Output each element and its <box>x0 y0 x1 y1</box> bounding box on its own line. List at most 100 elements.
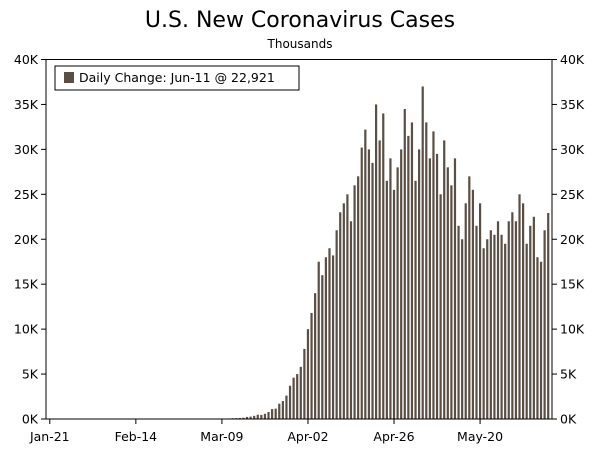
chart-subtitle: Thousands <box>267 37 333 51</box>
y-tick-label: 10K <box>560 322 585 337</box>
bar <box>314 293 317 419</box>
bar <box>296 374 299 419</box>
bar <box>360 147 363 419</box>
bar <box>245 416 249 419</box>
bar <box>443 140 446 419</box>
bar <box>288 385 292 419</box>
bar <box>263 413 267 419</box>
bar <box>396 167 399 419</box>
bar <box>410 122 414 419</box>
bar <box>382 113 385 420</box>
bar <box>500 234 503 419</box>
bar <box>256 414 259 419</box>
bar <box>547 213 550 419</box>
left-y-axis: 0K 5K 10K 15K 20K 25K 30K 35K 40K <box>14 52 46 427</box>
bar <box>407 135 410 419</box>
bar <box>522 203 525 419</box>
bar <box>367 149 371 420</box>
bar <box>249 416 252 419</box>
bar <box>489 230 492 419</box>
bar <box>371 162 374 420</box>
y-tick-label: 35K <box>560 97 585 112</box>
y-tick-label: 30K <box>14 142 39 157</box>
bar <box>378 140 381 419</box>
bar <box>525 243 528 419</box>
bar <box>464 203 467 419</box>
bar <box>478 203 482 419</box>
legend-swatch <box>64 72 74 83</box>
y-tick-label: 5K <box>22 367 39 382</box>
bar <box>400 149 403 420</box>
y-tick-label: 15K <box>14 277 39 292</box>
bar <box>303 348 306 419</box>
chart-title: U.S. New Coronavirus Cases <box>144 8 456 33</box>
y-tick-label: 25K <box>14 187 39 202</box>
bar <box>267 411 270 419</box>
bar <box>346 194 349 419</box>
bar <box>299 366 302 419</box>
bar <box>486 239 489 419</box>
bar <box>450 185 453 419</box>
bar <box>392 189 396 419</box>
legend-label: Daily Change: Jun-11 @ 22,921 <box>79 70 275 85</box>
bar <box>435 153 439 419</box>
y-tick-label: 20K <box>560 232 585 247</box>
bar <box>432 131 435 419</box>
bar <box>403 108 406 420</box>
bar <box>493 234 496 419</box>
bar <box>292 377 295 419</box>
bar <box>274 408 277 419</box>
y-tick-label: 5K <box>560 367 577 382</box>
x-tick-label: May-20 <box>457 429 503 444</box>
bar <box>543 230 546 419</box>
bar <box>342 203 345 419</box>
bars-group <box>48 86 550 420</box>
bar <box>507 221 510 419</box>
bar <box>285 395 288 419</box>
bar <box>468 176 471 419</box>
y-tick-label: 20K <box>14 232 39 247</box>
y-tick-label: 15K <box>560 277 585 292</box>
bar <box>278 403 281 419</box>
bar <box>414 180 417 419</box>
bar <box>457 225 460 419</box>
bar <box>331 255 335 419</box>
bar <box>482 248 485 419</box>
bar <box>461 239 464 419</box>
bar <box>418 149 421 420</box>
bar <box>511 212 514 419</box>
bar <box>389 158 392 420</box>
legend: Daily Change: Jun-11 @ 22,921 <box>54 65 300 91</box>
bar <box>335 230 338 419</box>
y-tick-label: 0K <box>22 412 39 427</box>
bar <box>364 129 367 419</box>
bar <box>425 122 428 419</box>
bar <box>281 401 284 419</box>
x-axis: Jan-21 Feb-14 Mar-09 Apr-02 Apr-26 May-20 <box>29 419 503 444</box>
bar <box>529 225 532 419</box>
bar <box>349 221 353 419</box>
bar <box>471 189 475 419</box>
bar <box>446 167 449 419</box>
bar <box>357 176 360 419</box>
bar <box>271 409 274 419</box>
y-tick-label: 0K <box>560 412 577 427</box>
bar <box>453 158 457 420</box>
bar <box>242 417 245 419</box>
bar <box>439 194 442 419</box>
bar <box>321 275 324 419</box>
bar <box>253 415 256 419</box>
bar <box>421 86 424 420</box>
bar <box>260 414 263 419</box>
bar <box>514 221 518 419</box>
x-tick-label: Apr-02 <box>287 429 328 444</box>
bar <box>496 221 500 419</box>
bar <box>324 257 327 419</box>
bar <box>475 225 478 419</box>
x-tick-label: Mar-09 <box>200 429 243 444</box>
bar <box>536 257 539 419</box>
y-tick-label: 10K <box>14 322 39 337</box>
x-tick-label: Jan-21 <box>29 429 70 444</box>
bar <box>428 158 431 420</box>
bar <box>504 243 507 419</box>
